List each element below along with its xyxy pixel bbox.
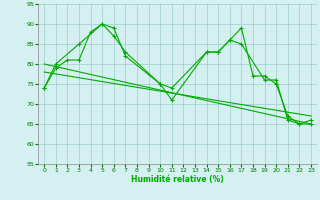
X-axis label: Humidité relative (%): Humidité relative (%) bbox=[131, 175, 224, 184]
